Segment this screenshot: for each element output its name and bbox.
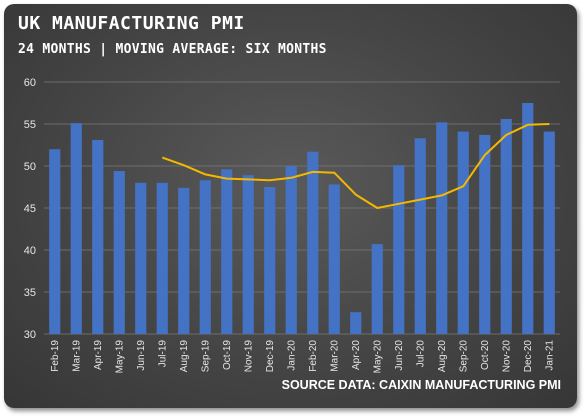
x-tick-label: Jul-19 [157,340,168,368]
bar [178,187,190,334]
bar [479,134,491,334]
bar [350,312,362,334]
x-tick-label: Feb-20 [308,340,319,372]
y-tick-label: 30 [24,329,36,341]
x-tick-label: Dec-20 [523,340,534,373]
bar [307,151,319,334]
bar [522,103,534,334]
bar [49,149,61,334]
bar [393,165,405,334]
y-tick-label: 45 [24,203,36,215]
x-tick-label: Oct-20 [480,340,491,370]
x-tick-label: Mar-20 [329,340,340,372]
bar [500,118,512,335]
source-note: SOURCE DATA: CAIXIN MANUFACTURING PMI [281,378,561,392]
bar [328,184,340,334]
x-tick-label: Aug-20 [437,340,448,373]
bar [113,171,125,334]
bar [199,180,211,334]
bar [156,182,168,334]
chart-subtitle: 24 MONTHS | MOVING AVERAGE: SIX MONTHS [18,42,327,57]
x-tick-label: May-19 [114,340,125,374]
bar [371,244,383,334]
bar [285,166,297,334]
x-tick-label: Mar-19 [71,340,82,372]
x-tick-label: Jun-20 [394,340,405,371]
bar [135,182,147,334]
x-tick-label: Jan-21 [544,340,555,371]
bar [92,139,104,334]
bar [70,123,82,334]
x-tick-label: Jun-19 [136,340,147,371]
x-tick-label: Jul-20 [415,340,426,368]
bar [221,169,233,334]
bar [242,175,254,334]
y-tick-label: 35 [24,287,36,299]
y-tick-label: 55 [24,119,36,131]
x-tick-label: Aug-19 [179,340,190,373]
y-tick-label: 50 [24,161,36,173]
y-tick-label: 40 [24,245,36,257]
bar [457,131,469,334]
x-tick-label: Feb-19 [50,340,61,372]
x-tick-label: Dec-19 [265,340,276,373]
x-tick-label: Sep-19 [200,340,211,373]
x-tick-label: Apr-19 [93,340,104,370]
bar [414,138,426,334]
x-tick-label: Nov-19 [243,340,254,373]
x-tick-label: Apr-20 [351,340,362,370]
x-tick-label: Sep-20 [458,340,469,373]
bar [543,131,555,334]
x-tick-label: Jan-20 [286,340,297,371]
chart-plot: 30 35 40 45 50 55 60 Feb-19 Mar-19 Apr-19 May-19 Ju… [24,77,560,374]
bar [264,187,276,334]
y-tick-label: 60 [24,77,36,89]
chart-title: UK MANUFACTURING PMI [18,13,245,34]
chart-card: UK MANUFACTURING PMI 24 MONTHS | MOVING … [4,4,577,408]
x-tick-label: Oct-19 [222,340,233,370]
x-tick-label: May-20 [372,340,383,374]
x-tick-label: Nov-20 [501,340,512,373]
moving-average-line [161,123,550,209]
bar [436,122,448,334]
